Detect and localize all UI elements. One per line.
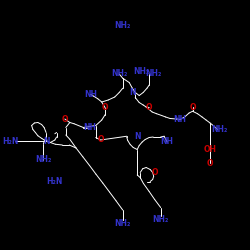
Text: N: N [43,137,49,146]
Text: O: O [97,136,104,144]
Text: H₂N: H₂N [47,178,63,186]
Text: NH: NH [174,115,186,124]
Text: NH₂: NH₂ [35,155,52,164]
Text: OH: OH [204,146,217,154]
Text: NH: NH [83,122,96,132]
Text: O: O [207,158,213,168]
Text: NH: NH [84,90,97,99]
Text: O: O [189,103,196,112]
Text: NH₂: NH₂ [114,21,130,30]
Text: O: O [62,114,68,124]
Text: NH₂: NH₂ [111,70,128,78]
Text: NH₂: NH₂ [133,67,150,76]
Text: NH₂: NH₂ [152,214,169,224]
Text: NH₂: NH₂ [145,70,161,78]
Text: NH: NH [161,138,174,146]
Text: NH₂: NH₂ [211,126,227,134]
Text: H₂N: H₂N [2,137,18,146]
Text: O: O [146,103,152,112]
Text: N: N [134,132,140,141]
Text: O: O [152,168,158,177]
Text: O: O [102,104,108,112]
Text: N: N [129,88,136,97]
Text: NH₂: NH₂ [114,219,131,228]
